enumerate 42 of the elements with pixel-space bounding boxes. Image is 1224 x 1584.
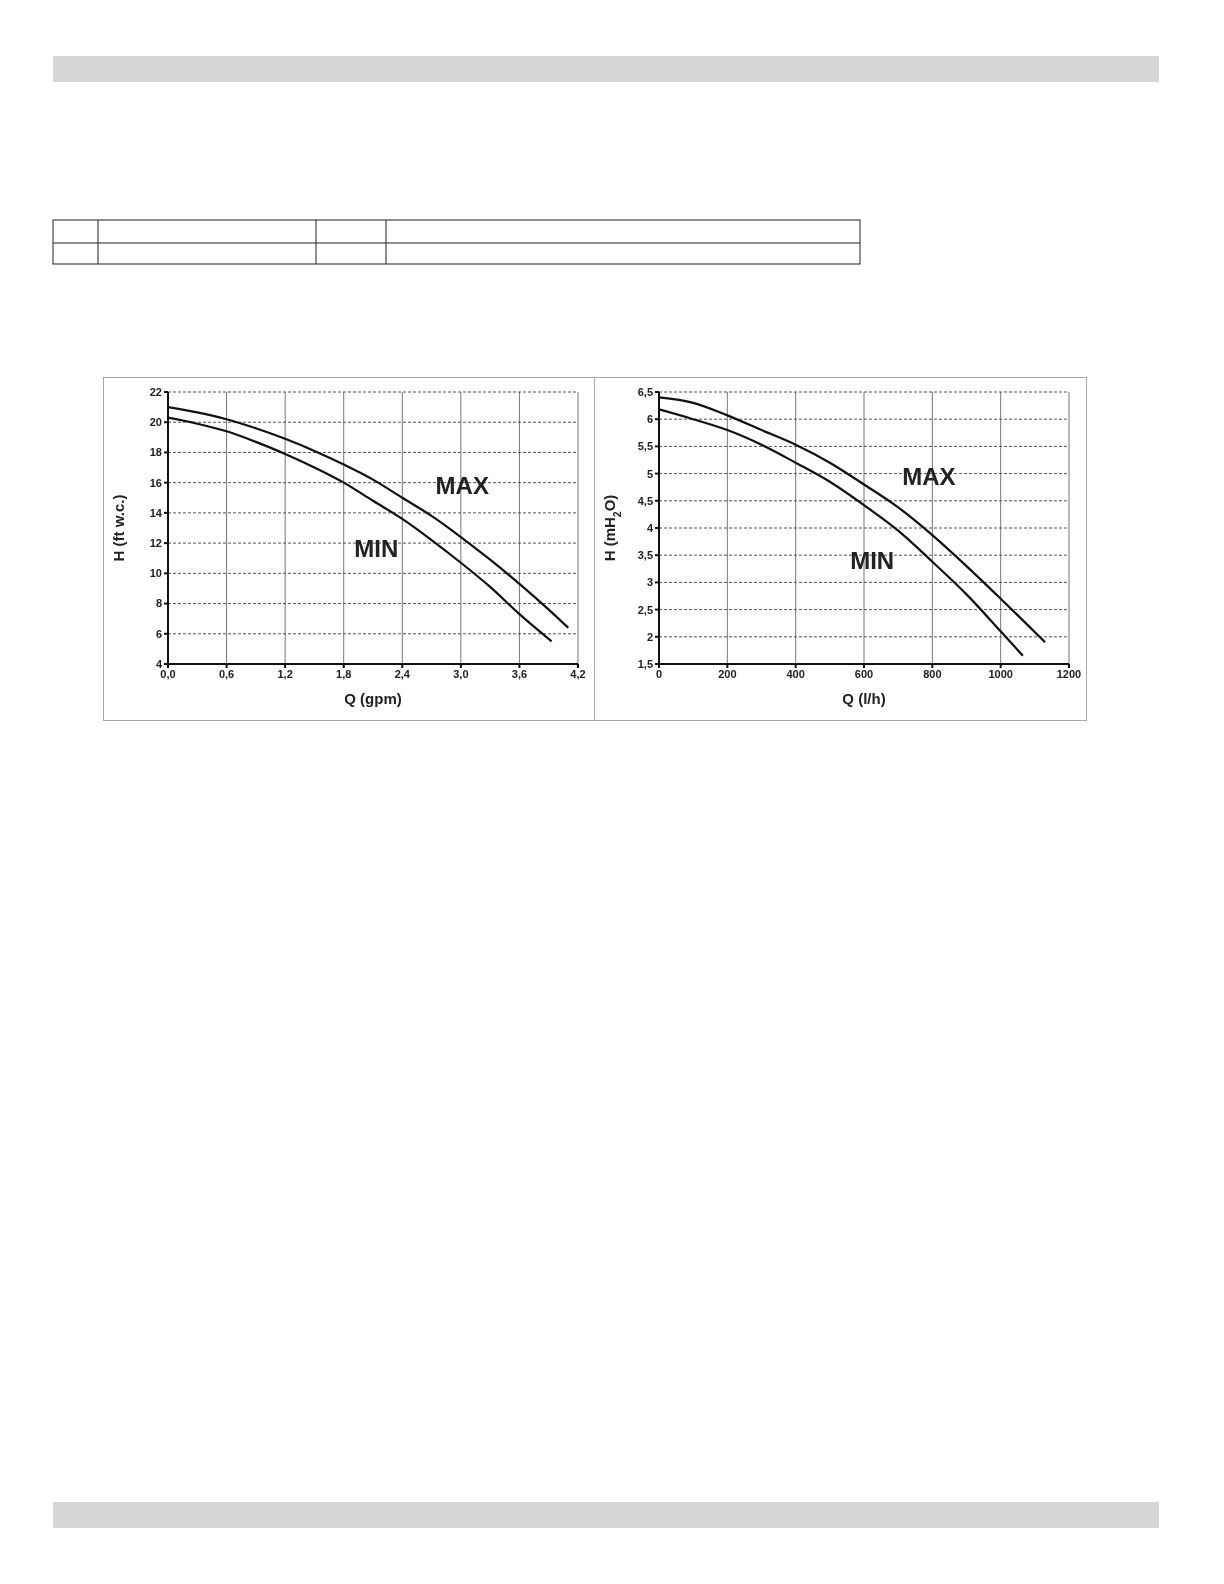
y-tick-label: 8 [155, 597, 162, 610]
y-tick-label: 12 [149, 537, 162, 550]
y-tick-label: 6 [155, 627, 162, 640]
y-tick-label: 16 [149, 476, 162, 489]
y-tick-label: 2,5 [637, 603, 653, 616]
series-label: MIN [850, 546, 895, 574]
y-tick-label: 3 [646, 576, 653, 589]
x-tick-label: 800 [923, 667, 942, 680]
x-tick-label: 1,8 [336, 667, 352, 680]
y-tick-label: 14 [149, 506, 163, 519]
y-tick-label: 18 [149, 446, 162, 459]
y-tick-label: 4 [646, 521, 654, 534]
x-tick-label: 400 [786, 667, 805, 680]
x-axis-title: Q (l/h) [842, 690, 886, 707]
y-axis-title: H (ft w.c.) [110, 494, 127, 562]
x-tick-label: 1200 [1056, 667, 1082, 680]
y-tick-label: 22 [149, 385, 162, 398]
y-tick-label: 3,5 [637, 549, 653, 562]
x-tick-label: 0,6 [218, 667, 235, 680]
x-tick-label: 200 [718, 667, 737, 680]
y-tick-label: 6 [646, 413, 653, 426]
y-tick-label: 1,5 [637, 657, 653, 670]
x-tick-label: 1000 [988, 667, 1013, 680]
x-tick-label: 3,0 [453, 667, 469, 680]
x-tick-label: 0 [655, 667, 663, 680]
y-tick-label: 2 [646, 630, 653, 643]
x-tick-label: 3,6 [511, 667, 528, 680]
y-tick-label: 20 [149, 416, 162, 429]
y-tick-label: 10 [149, 567, 162, 580]
x-tick-label: 0,0 [160, 667, 176, 680]
y-tick-label: 5 [646, 467, 653, 480]
x-tick-label: 2,4 [394, 667, 411, 680]
x-tick-label: 4,2 [570, 667, 586, 680]
y-tick-label: 4 [155, 657, 163, 670]
x-tick-label: 600 [854, 667, 874, 680]
series-label: MAX [435, 471, 489, 499]
x-tick-label: 1,2 [277, 667, 293, 680]
y-tick-label: 5,5 [637, 440, 653, 453]
y-tick-label: 6,5 [637, 385, 653, 398]
series-label: MIN [354, 534, 399, 562]
x-axis-title: Q (gpm) [344, 690, 402, 707]
y-tick-label: 4,5 [637, 494, 653, 507]
